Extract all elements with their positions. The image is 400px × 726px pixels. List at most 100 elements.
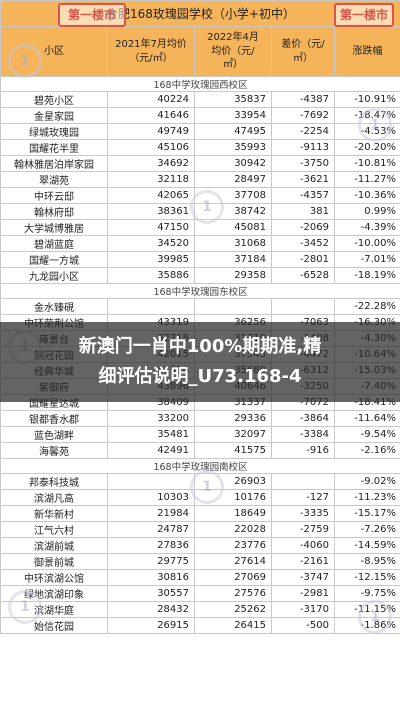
- cell-price-2022: 27614: [194, 553, 272, 570]
- cell-community: 金水臻硯: [0, 298, 108, 315]
- cell-change: -11.27%: [333, 171, 400, 188]
- cell-diff: -127: [271, 489, 335, 506]
- cell-price-2021: [107, 473, 195, 490]
- cell-price-2021: 33200: [107, 410, 195, 427]
- section-row: 168中学玫瑰园南校区: [0, 458, 400, 474]
- table-row: 金星家园 41646 33954 -7692 -18.47%: [0, 107, 400, 124]
- cell-change: -11.64%: [333, 410, 400, 427]
- cell-change: -20.20%: [333, 139, 400, 156]
- cell-price-2021: 39985: [107, 251, 195, 268]
- cell-diff: -2254: [271, 123, 335, 140]
- cell-change: -14.59%: [333, 537, 400, 554]
- cell-community: 邦泰科技城: [0, 473, 108, 490]
- cell-price-2022: 38742: [194, 203, 272, 220]
- cell-price-2022: 26415: [194, 617, 272, 634]
- cell-price-2022: 25262: [194, 601, 272, 618]
- table-row: 绿地滨湖印象 30557 27576 -2981 -9.75%: [0, 585, 400, 602]
- cell-diff: -9113: [271, 139, 335, 156]
- cell-community: 滨湖凡高: [0, 489, 108, 506]
- cell-diff: -3384: [271, 426, 335, 443]
- cell-diff: -3452: [271, 235, 335, 252]
- cell-price-2022: 22028: [194, 521, 272, 538]
- cell-change: -10.36%: [333, 187, 400, 204]
- table-row: 海馨苑 42491 41575 -916 -2.16%: [0, 442, 400, 459]
- cell-price-2022: 27069: [194, 569, 272, 586]
- cell-price-2021: 28432: [107, 601, 195, 618]
- cell-change: -2.16%: [333, 442, 400, 459]
- section-title: 168中学玫瑰园西校区: [0, 76, 400, 92]
- cell-price-2022: 37184: [194, 251, 272, 268]
- table-row: 中环滨湖公馆 30816 27069 -3747 -12.15%: [0, 569, 400, 586]
- cell-price-2021: 49749: [107, 123, 195, 140]
- table-row: 滨湖华庭 28432 25262 -3170 -11.15%: [0, 601, 400, 618]
- cell-diff: -2759: [271, 521, 335, 538]
- table-row: 九龙园小区 35886 29358 -6528 -18.19%: [0, 267, 400, 284]
- cell-diff: -3747: [271, 569, 335, 586]
- cell-price-2021: 35481: [107, 426, 195, 443]
- cell-price-2022: 35837: [194, 91, 272, 108]
- cell-price-2022: 47495: [194, 123, 272, 140]
- cell-community: 始信花园: [0, 617, 108, 634]
- cell-community: 碧苑小区: [0, 91, 108, 108]
- cell-community: 绿城玫瑰园: [0, 123, 108, 140]
- cell-community: 绿地滨湖印象: [0, 585, 108, 602]
- cell-price-2021: 41646: [107, 107, 195, 124]
- cell-change: -18.19%: [333, 267, 400, 284]
- cell-community: 中环云邸: [0, 187, 108, 204]
- brand-logo-left: 第一楼市: [58, 3, 126, 27]
- table-row: 金水臻硯 -22.28%: [0, 298, 400, 315]
- section-title: 168中学玫瑰园东校区: [0, 283, 400, 299]
- cell-change: -10.81%: [333, 155, 400, 172]
- cell-community: 九龙园小区: [0, 267, 108, 284]
- cell-price-2022: 33954: [194, 107, 272, 124]
- cell-change: -4.39%: [333, 219, 400, 236]
- brand-logo-right: 第一楼市: [334, 3, 394, 27]
- cell-diff: -2981: [271, 585, 335, 602]
- cell-diff: -3621: [271, 171, 335, 188]
- cell-community: 滨湖前城: [0, 537, 108, 554]
- cell-price-2022: 26903: [194, 473, 272, 490]
- cell-change: -10.91%: [333, 91, 400, 108]
- cell-diff: -2161: [271, 553, 335, 570]
- cell-community: 国耀一方城: [0, 251, 108, 268]
- cell-price-2022: 28497: [194, 171, 272, 188]
- table-row: 绿城玫瑰园 49749 47495 -2254 -4.53%: [0, 123, 400, 140]
- table-row: 新华新村 21984 18649 -3335 -15.17%: [0, 505, 400, 522]
- cell-price-2021: 29775: [107, 553, 195, 570]
- cell-price-2022: 18649: [194, 505, 272, 522]
- cell-price-2021: 42065: [107, 187, 195, 204]
- cell-price-2022: 30942: [194, 155, 272, 172]
- cell-change: -8.95%: [333, 553, 400, 570]
- cell-price-2022: 29336: [194, 410, 272, 427]
- cell-change: -7.26%: [333, 521, 400, 538]
- header-row: 小区 2021年7月均价 （元/㎡） 2022年4月 均价（元/㎡） 差价（元/㎡）…: [0, 26, 400, 77]
- cell-community: 国耀花半里: [0, 139, 108, 156]
- cell-community: 新华新村: [0, 505, 108, 522]
- price-table-body: 合肥168玫瑰园学校（小学+初中） 小区 2021年7月均价 （元/㎡） 2022…: [0, 0, 400, 634]
- cell-diff: -3335: [271, 505, 335, 522]
- cell-diff: -3864: [271, 410, 335, 427]
- cell-community: 翰林府邸: [0, 203, 108, 220]
- cell-diff: -2069: [271, 219, 335, 236]
- cell-community: 大学城博雅居: [0, 219, 108, 236]
- header-price-2022: 2022年4月 均价（元/㎡）: [194, 26, 272, 77]
- cell-change: -9.02%: [333, 473, 400, 490]
- cell-price-2021: [107, 298, 195, 315]
- cell-price-2021: 42491: [107, 442, 195, 459]
- cell-price-2021: 38361: [107, 203, 195, 220]
- cell-price-2021: 40224: [107, 91, 195, 108]
- cell-price-2021: 26915: [107, 617, 195, 634]
- cell-price-2022: 35993: [194, 139, 272, 156]
- cell-diff: -916: [271, 442, 335, 459]
- table-row: 江气六村 24787 22028 -2759 -7.26%: [0, 521, 400, 538]
- cell-community: 银都香水郡: [0, 410, 108, 427]
- cell-diff: 381: [271, 203, 335, 220]
- cell-change: -9.75%: [333, 585, 400, 602]
- cell-price-2021: 45106: [107, 139, 195, 156]
- cell-diff: [271, 473, 335, 490]
- cell-community: 碧湖蓝庭: [0, 235, 108, 252]
- table-row: 始信花园 26915 26415 -500 -1.86%: [0, 617, 400, 634]
- cell-price-2022: 10176: [194, 489, 272, 506]
- overlay-banner: 新澳门一肖中100%期期准,精 细评估说明_U73.168-4: [0, 322, 400, 402]
- cell-community: 江气六村: [0, 521, 108, 538]
